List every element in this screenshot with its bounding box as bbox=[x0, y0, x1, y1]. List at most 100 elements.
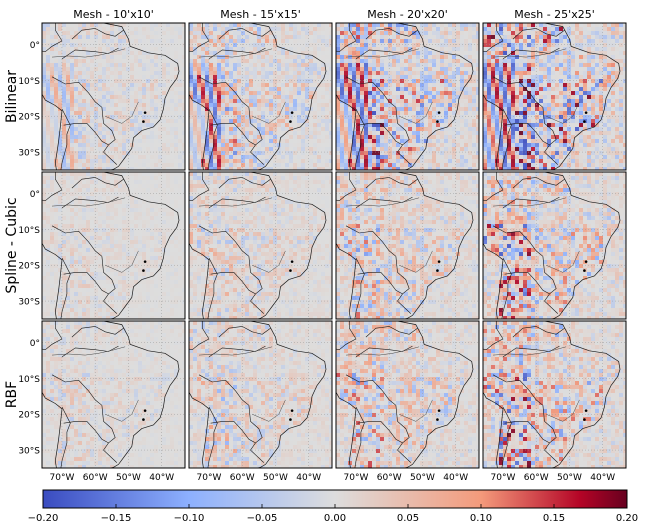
marker-dot bbox=[143, 260, 147, 263]
colorbar-tick-label: −0.20 bbox=[28, 513, 59, 524]
country-border bbox=[501, 406, 512, 468]
panel-frame bbox=[482, 22, 627, 171]
country-border bbox=[496, 321, 504, 340]
residual-field bbox=[42, 23, 185, 170]
country-border bbox=[42, 40, 63, 53]
colorbar-tick-label: 0.20 bbox=[616, 513, 638, 524]
panel-1-1 bbox=[41, 22, 186, 171]
coastline bbox=[483, 23, 621, 170]
x-tick-label: 40°W bbox=[149, 473, 174, 483]
country-border bbox=[189, 40, 210, 53]
country-border bbox=[71, 28, 124, 40]
country-border bbox=[202, 321, 210, 340]
panel-grid bbox=[41, 22, 627, 469]
region-line bbox=[105, 250, 139, 273]
country-border bbox=[42, 338, 63, 351]
colorbar: −0.20 −0.15 −0.10 −0.05 0.00 0.05 0.10 0.15 0.20 bbox=[28, 489, 638, 524]
residual-field bbox=[336, 23, 479, 170]
country-border bbox=[71, 177, 124, 189]
region-line bbox=[546, 101, 580, 124]
region-line bbox=[492, 48, 567, 58]
y-tick-label: 30°S bbox=[18, 298, 40, 308]
x-tick-label: 70°W bbox=[197, 473, 222, 483]
row-labels: Bilinear Spline - Cubic RBF bbox=[4, 70, 20, 408]
column-title: Mesh - 10'x10' bbox=[73, 8, 153, 21]
graticule bbox=[189, 172, 332, 319]
coastline bbox=[189, 172, 327, 319]
panel-2-3 bbox=[335, 171, 480, 320]
country-border bbox=[208, 345, 266, 358]
colorbar-tick-label: 0.00 bbox=[324, 513, 346, 524]
country-border bbox=[365, 28, 418, 40]
marker-dot bbox=[437, 260, 441, 263]
graticule bbox=[42, 321, 185, 468]
row-label: Bilinear bbox=[4, 70, 20, 123]
country-border bbox=[202, 23, 210, 42]
graticule bbox=[483, 23, 626, 170]
country-border bbox=[345, 76, 397, 108]
colorbar-tick-label: −0.15 bbox=[101, 513, 132, 524]
country-border bbox=[210, 421, 256, 444]
y-tick-label: 0° bbox=[30, 190, 40, 200]
country-border bbox=[207, 406, 218, 468]
country-border bbox=[502, 345, 560, 358]
region-line bbox=[546, 250, 580, 273]
country-border bbox=[61, 47, 119, 60]
x-tick-label: 40°W bbox=[443, 473, 468, 483]
residual-field bbox=[189, 23, 332, 170]
country-border bbox=[395, 405, 412, 463]
colorbar-tick-label: −0.05 bbox=[247, 513, 278, 524]
x-tick-label: 40°W bbox=[590, 473, 615, 483]
residual-field bbox=[42, 321, 185, 468]
country-border bbox=[501, 108, 512, 170]
marker-dot bbox=[143, 111, 147, 114]
marker-dot bbox=[584, 111, 588, 114]
panel-2-4 bbox=[482, 171, 627, 320]
country-border bbox=[512, 326, 565, 338]
panel-3-1 bbox=[41, 320, 186, 469]
country-border bbox=[210, 123, 256, 146]
x-tick-label: 60°W bbox=[83, 473, 108, 483]
marker-dot bbox=[436, 418, 439, 421]
residual-field bbox=[483, 172, 626, 319]
country-border bbox=[349, 321, 357, 340]
x-tick-label: 40°W bbox=[296, 473, 321, 483]
country-border bbox=[502, 196, 560, 209]
y-tick-label: 30°S bbox=[18, 149, 40, 159]
panel-frame bbox=[188, 320, 333, 469]
country-border bbox=[51, 76, 103, 108]
marker-dot bbox=[436, 120, 439, 123]
country-border bbox=[42, 189, 63, 202]
country-border bbox=[483, 189, 504, 202]
colorbar-tick-label: 0.10 bbox=[470, 513, 492, 524]
y-tick-label: 20°S bbox=[18, 262, 40, 272]
y-tick-label: 20°S bbox=[18, 113, 40, 123]
region-line bbox=[51, 346, 126, 356]
column-title: Mesh - 15'x15' bbox=[220, 8, 300, 21]
country-border bbox=[492, 76, 544, 108]
y-tick-label: 20°S bbox=[18, 411, 40, 421]
country-border bbox=[60, 257, 71, 319]
region-line bbox=[345, 346, 420, 356]
panel-2-1 bbox=[41, 171, 186, 320]
country-border bbox=[542, 405, 559, 463]
column-title: Mesh - 25'x25' bbox=[514, 8, 594, 21]
y-tick-labels: 0° 10°S 20°S 30°S 0° 10°S 20°S 30°S 0° 10°S 20°S 30… bbox=[18, 41, 40, 457]
region-line bbox=[105, 101, 139, 124]
graticule bbox=[336, 172, 479, 319]
country-border bbox=[189, 338, 210, 351]
marker-dot bbox=[436, 269, 439, 272]
panel-frame bbox=[188, 171, 333, 320]
country-border bbox=[208, 196, 266, 209]
panel-3-4 bbox=[482, 320, 627, 469]
panel-frame bbox=[41, 320, 186, 469]
country-border bbox=[60, 108, 71, 170]
region-line bbox=[51, 48, 126, 58]
residual-field bbox=[189, 321, 332, 468]
column-title: Mesh - 20'x20' bbox=[367, 8, 447, 21]
region-line bbox=[345, 48, 420, 58]
marker-dot bbox=[583, 418, 586, 421]
country-border bbox=[189, 189, 210, 202]
x-tick-label: 50°W bbox=[116, 473, 141, 483]
country-border bbox=[55, 23, 63, 42]
